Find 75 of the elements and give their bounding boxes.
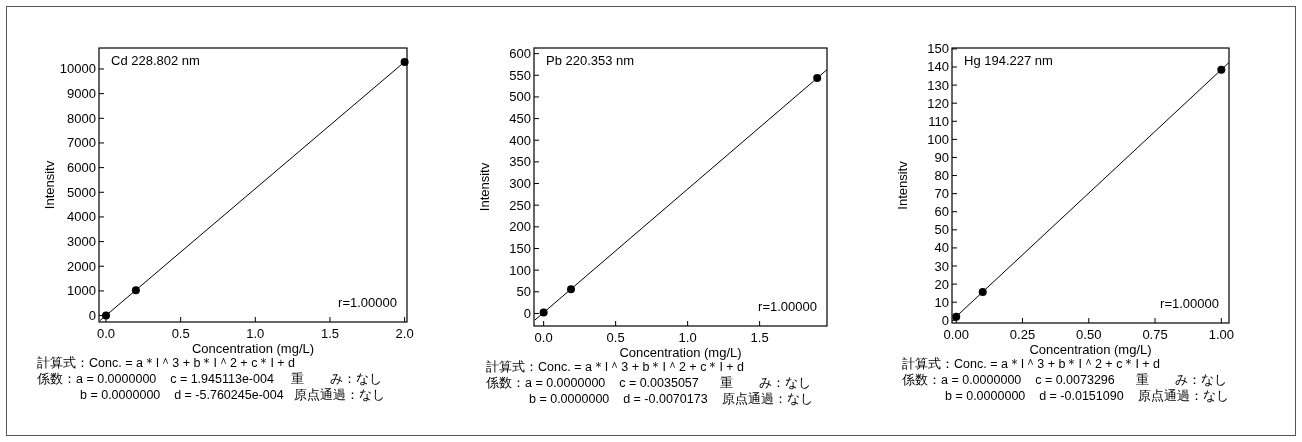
y-tick-label: 4000 bbox=[67, 209, 96, 225]
chart-title: Hg 194.227 nm bbox=[964, 53, 1053, 68]
y-tick-label: 250 bbox=[509, 197, 531, 213]
annotation: r=1.00000 bbox=[758, 299, 817, 314]
y-axis-title: Intensitv bbox=[477, 162, 492, 212]
text: 計算式：Conc. = a＊I＾3 + b＊I＾2 + c＊I + d bbox=[902, 357, 1161, 371]
y-tick-label: 50 bbox=[516, 284, 531, 300]
y-tick-label: 9000 bbox=[67, 86, 96, 102]
y-tick-label: 450 bbox=[509, 111, 531, 127]
y-tick-label: 600 bbox=[509, 46, 531, 62]
y-tick-label: 0 bbox=[941, 312, 949, 328]
y-tick-label: 8000 bbox=[67, 110, 96, 126]
y-tick-label: 60 bbox=[934, 204, 949, 220]
y-tick-label: 550 bbox=[509, 67, 531, 83]
y-tick-label: 70 bbox=[934, 186, 949, 202]
x-tick-label: 1.0 bbox=[246, 326, 265, 341]
y-axis-title: Intensitv bbox=[42, 160, 57, 210]
y-tick-label: 30 bbox=[934, 258, 949, 274]
y-axis-title: Intensitv bbox=[895, 160, 910, 210]
y-tick-label: 350 bbox=[509, 154, 531, 170]
x-axis-title: Concentration (mg/L) bbox=[191, 341, 315, 356]
y-tick-label: 100 bbox=[927, 131, 949, 147]
x-tick-label: 0.00 bbox=[943, 327, 969, 342]
y-tick-label: 120 bbox=[927, 95, 949, 111]
y-tick-label: 300 bbox=[509, 176, 531, 192]
x-tick-label: 0.25 bbox=[1009, 327, 1036, 342]
x-tick-label: 2.0 bbox=[395, 326, 414, 341]
y-tick-label: 6000 bbox=[67, 160, 96, 176]
chart-title: Cd 228.802 nm bbox=[111, 53, 200, 68]
x-tick-label: 0.0 bbox=[96, 326, 116, 341]
y-tick-label: 40 bbox=[934, 240, 949, 256]
y-tick-label: 10 bbox=[934, 294, 949, 310]
x-tick-label: 1.0 bbox=[678, 330, 697, 345]
annotation: r=1.00000 bbox=[338, 295, 397, 310]
y-tick-label: 150 bbox=[509, 240, 531, 256]
y-tick-label: 0 bbox=[88, 308, 96, 324]
y-tick-label: 110 bbox=[928, 113, 949, 129]
text: 係数：a = 0.0000000 c = 0.0035057 重 み：なし bbox=[485, 376, 811, 390]
x-axis-title: Concentration (mg/L) bbox=[619, 345, 742, 360]
y-tick-label: 0 bbox=[523, 305, 531, 321]
x-tick-label: 0.75 bbox=[1142, 327, 1168, 342]
x-axis-title: Concentration (mg/L) bbox=[1029, 342, 1152, 357]
y-tick-label: 200 bbox=[509, 219, 531, 235]
x-tick-label: 1.5 bbox=[320, 326, 339, 341]
text: 係数：a = 0.0000000 c = 1.945113e-004 重 み：なし bbox=[36, 372, 383, 386]
y-tick-label: 2000 bbox=[67, 258, 96, 274]
annotation: r=1.00000 bbox=[1160, 296, 1219, 311]
x-tick-label: 0.0 bbox=[534, 330, 553, 345]
chart-title: Pb 220.353 nm bbox=[546, 53, 635, 68]
x-tick-label: 1.00 bbox=[1208, 327, 1234, 342]
text: 係数：a = 0.0000000 c = 0.0073296 重 み：なし bbox=[901, 373, 1227, 387]
y-tick-label: 140 bbox=[927, 59, 949, 75]
y-tick-label: 7000 bbox=[67, 135, 96, 151]
text: 計算式：Conc. = a＊I＾3 + b＊I＾2 + c＊I + d bbox=[37, 356, 296, 370]
y-tick-label: 50 bbox=[934, 222, 949, 238]
y-tick-label: 10000 bbox=[59, 61, 96, 77]
x-tick-label: 0.5 bbox=[606, 330, 625, 345]
x-tick-label: 0.50 bbox=[1076, 327, 1102, 342]
x-tick-label: 1.5 bbox=[750, 330, 769, 345]
y-tick-label: 150 bbox=[927, 41, 949, 57]
y-tick-label: 130 bbox=[927, 77, 949, 93]
text: b = 0.0000000 d = -0.0070173 原点通過：なし bbox=[529, 392, 813, 406]
y-tick-label: 3000 bbox=[67, 234, 96, 250]
text: 計算式：Conc. = a＊I＾3 + b＊I＾2 + c＊I + d bbox=[486, 360, 745, 374]
y-tick-label: 20 bbox=[934, 276, 949, 292]
y-tick-label: 400 bbox=[509, 132, 531, 148]
y-tick-label: 1000 bbox=[67, 283, 96, 299]
y-tick-label: 90 bbox=[934, 149, 949, 165]
text: b = 0.0000000 d = -5.760245e-004 原点通過：なし bbox=[80, 388, 386, 402]
x-tick-label: 0.5 bbox=[171, 326, 190, 341]
y-tick-label: 80 bbox=[934, 168, 949, 184]
y-tick-label: 500 bbox=[509, 89, 531, 105]
text: b = 0.0000000 d = -0.0151090 原点通過：なし bbox=[945, 389, 1229, 403]
y-tick-label: 5000 bbox=[67, 184, 96, 200]
y-tick-label: 100 bbox=[509, 262, 531, 278]
